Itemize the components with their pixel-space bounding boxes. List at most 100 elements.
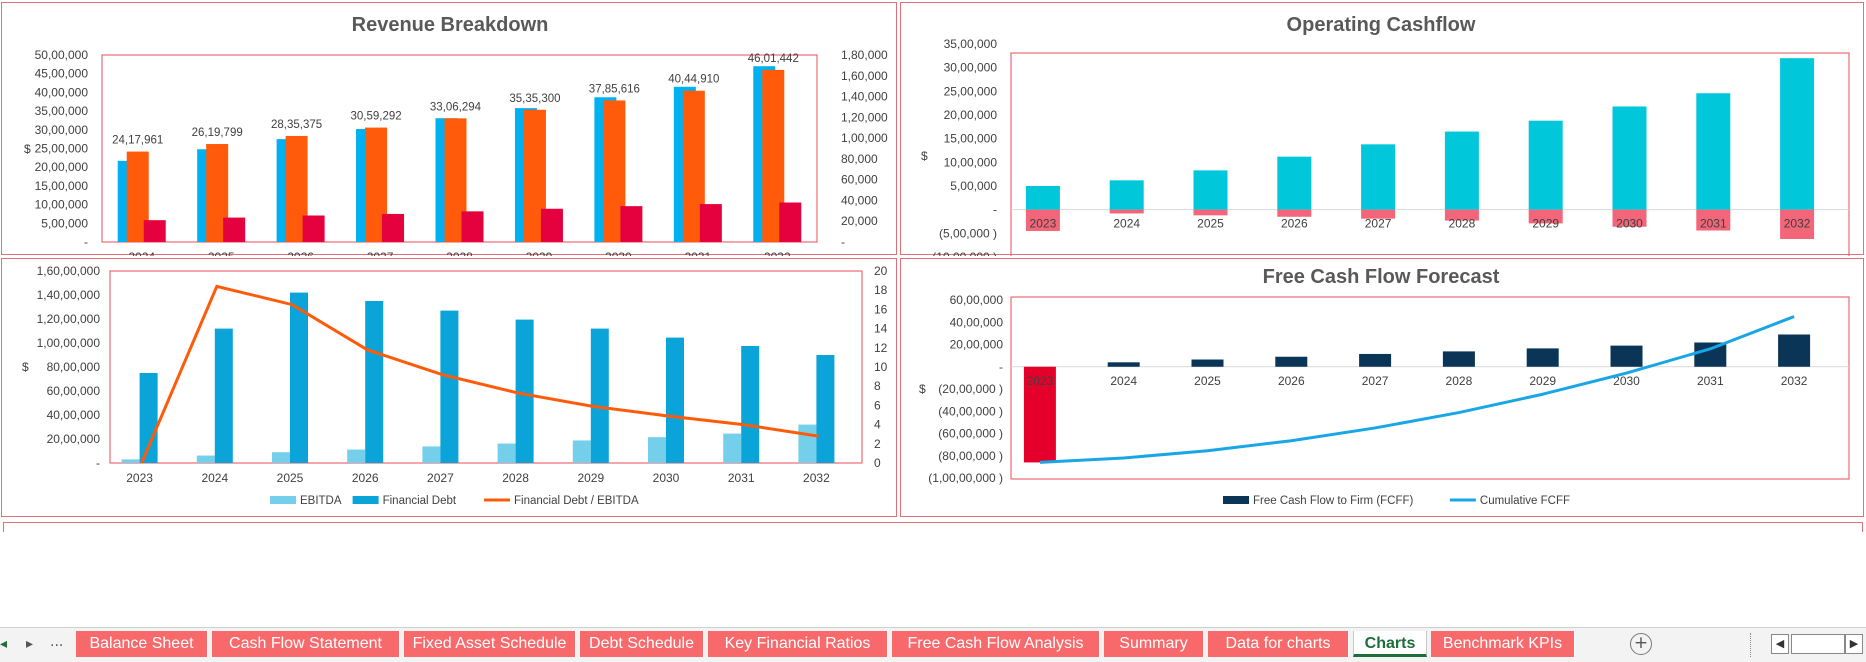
- left-axis-tick: 10,00,000: [35, 198, 89, 212]
- left-axis-tick: 25,00,000: [35, 142, 89, 156]
- chart-title: Revenue Breakdown: [352, 14, 549, 36]
- x-axis-tick: 2027: [367, 250, 394, 256]
- hscroll-left-icon[interactable]: ◀: [1771, 634, 1789, 654]
- x-axis-tick: 2031: [684, 250, 711, 256]
- cash-inflow-bar: [1612, 106, 1647, 210]
- cash-inflow-bar: [1193, 170, 1228, 210]
- fcff-bar: [1023, 366, 1056, 463]
- sheet-tab-charts[interactable]: Charts: [1353, 631, 1427, 657]
- x-axis-tick: 2028: [1446, 374, 1473, 388]
- x-axis-tick: 2031: [1697, 374, 1724, 388]
- x-axis-tick: 2024: [128, 250, 155, 256]
- financial-debt-bar: [590, 328, 609, 463]
- y-axis-tick: 20,00,000: [944, 108, 998, 122]
- legend-label: Financial Debt / EBITDA: [514, 495, 639, 507]
- left-axis-tick: 1,40,00,000: [37, 288, 101, 302]
- left-axis-tick: 45,00,000: [35, 67, 89, 81]
- right-axis-tick: 80,000: [841, 152, 878, 166]
- cash-outflow-bar: [1277, 209, 1312, 217]
- right-axis-tick: 0: [874, 456, 881, 470]
- sheet-tab-cash-flow-statement[interactable]: Cash Flow Statement: [212, 631, 400, 657]
- cash-outflow-bar: [1025, 209, 1060, 231]
- data-label: 40,44,910: [668, 74, 719, 86]
- left-axis-tick: -: [84, 235, 88, 249]
- financial-debt-bar: [214, 328, 233, 463]
- chart-title: Operating Cashflow: [1287, 14, 1476, 36]
- operating-cashflow-chart: Operating Cashflow (10,00,000 ) (5,00,000 …: [921, 14, 1850, 256]
- sheet-tab-summary[interactable]: Summary: [1104, 631, 1204, 657]
- financial-debt-bar: [139, 373, 158, 463]
- add-sheet-icon[interactable]: +: [1630, 633, 1652, 655]
- y-axis-label: $: [921, 149, 928, 163]
- sheet-tab-benchmark-kpis[interactable]: Benchmark KPIs: [1431, 631, 1575, 657]
- right-axis-tick: 4: [874, 418, 881, 432]
- ebitda-bar: [572, 440, 591, 463]
- hscroll-right-icon[interactable]: ▶: [1845, 634, 1863, 654]
- fcf-forecast-chart-panel[interactable]: Free Cash Flow Forecast (1,00,00,000 ) (80…: [900, 258, 1864, 517]
- y-axis-tick: (5,00,000 ): [939, 226, 997, 240]
- revenue-chart-panel[interactable]: Revenue Breakdown - 5,00,000 10,00,000 15,00…: [1, 2, 897, 256]
- y-axis-tick: (1,00,00,000 ): [928, 471, 1003, 485]
- right-axis-tick: 2: [874, 437, 881, 451]
- tab-scroll-left-icon[interactable]: ◂: [0, 636, 8, 652]
- left-axis-tick: 15,00,000: [35, 179, 89, 193]
- cash-outflow-bar: [1528, 209, 1563, 224]
- ebitda-bar: [798, 424, 817, 463]
- data-label: 33,06,294: [430, 101, 482, 113]
- fcf-forecast-chart: Free Cash Flow Forecast (1,00,00,000 ) (80…: [919, 266, 1850, 507]
- ebitda-bar: [196, 455, 215, 463]
- revenue-chart: Revenue Breakdown - 5,00,000 10,00,000 15,00…: [24, 14, 888, 256]
- tab-split-handle[interactable]: [1750, 633, 1753, 657]
- plot-area-border: [1010, 52, 1850, 256]
- x-axis-tick: 2023: [1027, 374, 1054, 388]
- fcff-bar: [1526, 348, 1559, 367]
- x-axis-tick: 2024: [201, 471, 228, 485]
- tab-next-icon[interactable]: ▸: [26, 636, 34, 652]
- legend-label: Cumulative FCFF: [1480, 495, 1570, 507]
- operating-cashflow-chart-panel[interactable]: Operating Cashflow (10,00,000 ) (5,00,000 …: [900, 2, 1864, 256]
- x-axis-tick: 2032: [764, 250, 791, 256]
- debt-ebitda-chart: - 20,00,000 40,00,000 60,00,000 80,00,000 1,0…: [22, 264, 888, 507]
- right-axis-tick: 8: [874, 379, 881, 393]
- sheet-tab-debt-schedule[interactable]: Debt Schedule: [580, 631, 704, 657]
- misc-revenue-bar: [461, 211, 484, 242]
- right-axis-tick: -: [841, 235, 845, 249]
- debt-ebitda-chart-panel[interactable]: - 20,00,000 40,00,000 60,00,000 80,00,000 1,0…: [1, 258, 897, 517]
- sheet-tab-free-cash-flow-analysis[interactable]: Free Cash Flow Analysis: [892, 631, 1100, 657]
- hscroll-track[interactable]: [1791, 634, 1845, 654]
- left-axis-tick: 1,60,00,000: [37, 264, 101, 278]
- right-axis-tick: 1,80,000: [841, 48, 888, 62]
- x-axis-tick: 2029: [1532, 217, 1559, 231]
- ebitda-bar: [723, 433, 742, 463]
- y-axis-tick: 40,00,000: [950, 315, 1004, 329]
- y-axis-tick: -: [993, 203, 997, 217]
- y-axis-tick: 25,00,000: [944, 84, 998, 98]
- tab-more-button[interactable]: ...: [50, 634, 64, 650]
- y-axis-tick: (20,00,000 ): [938, 382, 1003, 396]
- plot-area-border: [1010, 296, 1850, 480]
- y-axis-tick: 60,00,000: [950, 293, 1004, 307]
- misc-revenue-bar: [382, 213, 405, 242]
- cash-inflow-bar: [1277, 156, 1312, 210]
- sheet-tab-fixed-asset-schedule[interactable]: Fixed Asset Schedule: [404, 631, 576, 657]
- y-axis-tick: 5,00,000: [950, 179, 997, 193]
- y-axis-label: $: [24, 142, 31, 156]
- left-axis-tick: 20,00,000: [47, 432, 101, 446]
- data-label: 26,19,799: [192, 127, 243, 139]
- ebitda-bar: [497, 443, 516, 463]
- left-axis-tick: -: [96, 456, 100, 470]
- misc-revenue-bar: [540, 208, 563, 242]
- sheet-tab-data-for-charts[interactable]: Data for charts: [1208, 631, 1349, 657]
- partial-chart-panel: [3, 522, 1863, 532]
- x-axis-tick: 2030: [1616, 217, 1643, 231]
- misc-revenue-bar: [223, 217, 246, 242]
- sheet-tab-balance-sheet[interactable]: Balance Sheet: [76, 631, 208, 657]
- fcff-bar: [1694, 342, 1727, 367]
- rooms-revenue-bar: [523, 109, 546, 242]
- sheet-tab-key-financial-ratios[interactable]: Key Financial Ratios: [708, 631, 888, 657]
- y-axis-tick: (40,00,000 ): [938, 404, 1003, 418]
- rooms-revenue-bar: [285, 135, 308, 242]
- cash-inflow-bar: [1109, 180, 1144, 210]
- x-axis-tick: 2030: [1613, 374, 1640, 388]
- right-axis-tick: 1,00,000: [841, 131, 888, 145]
